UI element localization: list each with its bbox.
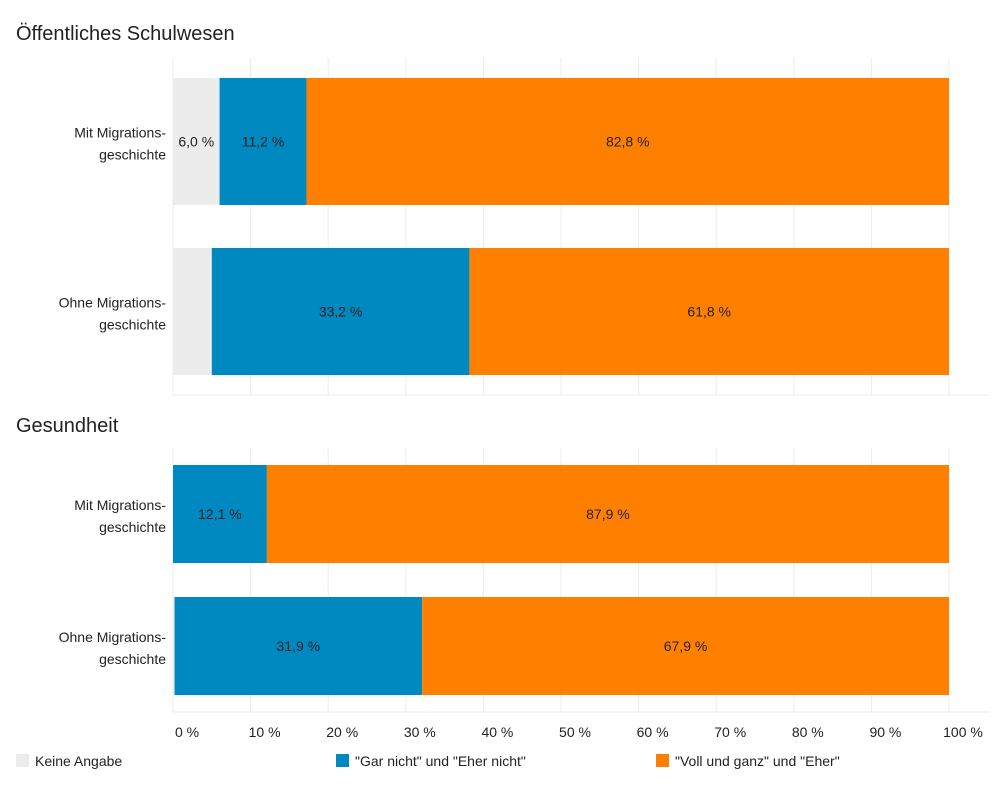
x-tick-label: 60 % [637, 724, 669, 740]
x-tick-label: 100 % [943, 724, 983, 740]
panel-title: Öffentliches Schulwesen [16, 23, 235, 45]
x-tick-label: 30 % [404, 724, 436, 740]
category-label: geschichte [99, 147, 166, 163]
bar-segment [422, 597, 949, 695]
bar-segment [173, 465, 267, 563]
legend-swatch [336, 754, 349, 767]
x-tick-label: 80 % [792, 724, 824, 740]
x-tick-label: 10 % [249, 724, 281, 740]
bar-segment [173, 597, 175, 695]
x-tick-label: 70 % [714, 724, 746, 740]
legend-swatch [16, 754, 29, 767]
x-tick-label: 40 % [481, 724, 513, 740]
x-tick-label: 50 % [559, 724, 591, 740]
data-label: 61,8 % [687, 304, 731, 320]
data-label: 12,1 % [198, 506, 242, 522]
x-tick-label: 20 % [326, 724, 358, 740]
data-label: 87,9 % [586, 506, 630, 522]
bar-segment [219, 78, 307, 205]
panel-title: Gesundheit [16, 415, 119, 437]
data-label: 33,2 % [319, 304, 363, 320]
category-label: geschichte [99, 651, 166, 667]
bar-segment [173, 78, 220, 205]
x-tick-label: 90 % [869, 724, 901, 740]
legend-label: "Gar nicht" und "Eher nicht" [355, 753, 526, 769]
category-label: Mit Migrations- [74, 125, 166, 141]
legend-swatch [656, 754, 669, 767]
data-label: 67,9 % [664, 638, 708, 654]
bar-segment [306, 78, 949, 205]
bar-segment [211, 248, 470, 375]
data-label: 82,8 % [606, 134, 650, 150]
bar-segment [266, 465, 949, 563]
legend-label: "Voll und ganz" und "Eher" [675, 753, 840, 769]
category-label: Ohne Migrations- [59, 295, 167, 311]
data-label: 6,0 % [178, 134, 214, 150]
bar-segment [173, 248, 212, 375]
category-label: geschichte [99, 317, 166, 333]
category-label: geschichte [99, 519, 166, 535]
category-label: Mit Migrations- [74, 497, 166, 513]
category-label: Ohne Migrations- [59, 629, 167, 645]
data-label: 11,2 % [242, 134, 285, 150]
legend-label: Keine Angabe [35, 753, 122, 769]
bar-segment [174, 597, 423, 695]
x-tick-label: 0 % [175, 724, 199, 740]
data-label: 31,9 % [277, 638, 321, 654]
bar-segment [469, 248, 949, 375]
